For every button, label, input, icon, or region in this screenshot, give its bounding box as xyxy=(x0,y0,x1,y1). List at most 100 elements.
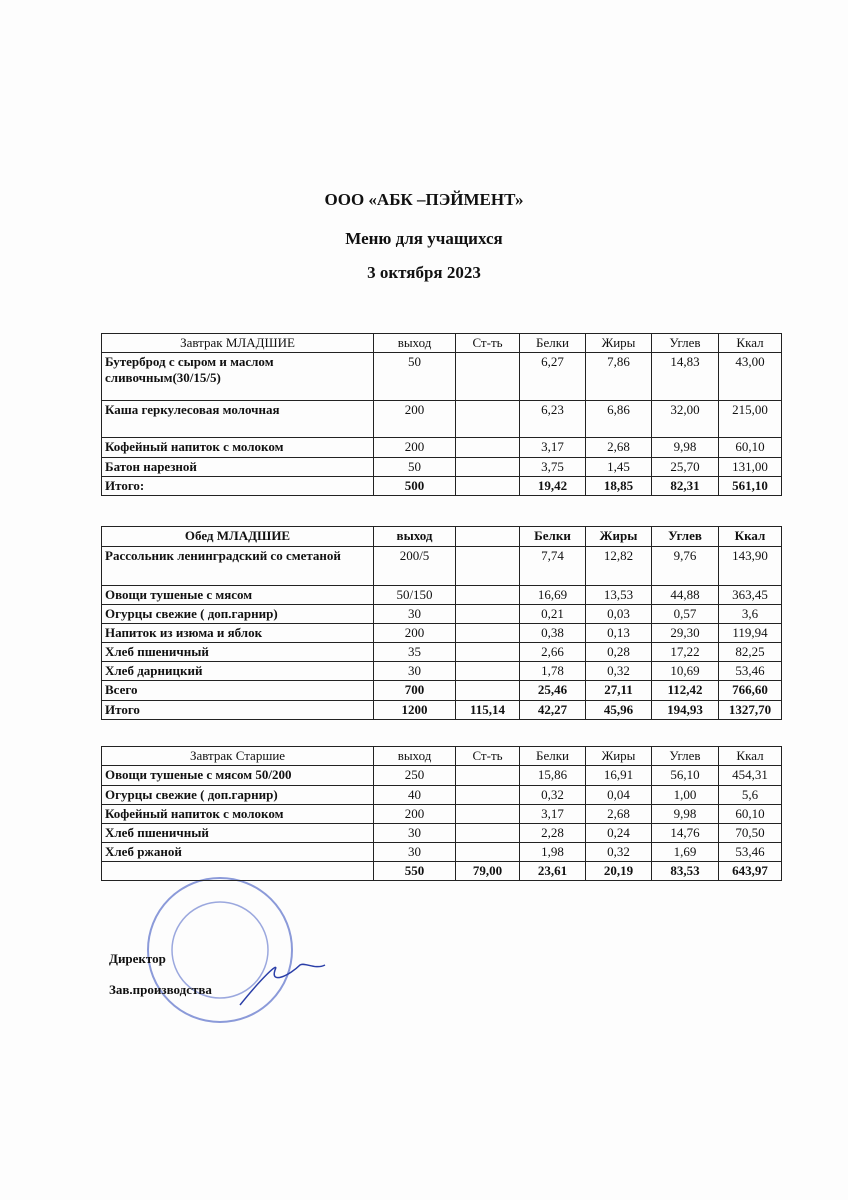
value-cell xyxy=(455,585,520,605)
value-cell: 250 xyxy=(373,765,456,786)
header-cell: Углев xyxy=(651,333,719,353)
header-cell: Обед МЛАДШИЕ xyxy=(101,526,374,547)
value-cell: 43,00 xyxy=(718,352,782,401)
value-cell: 7,74 xyxy=(519,546,586,586)
value-cell xyxy=(455,476,520,496)
value-cell: 50 xyxy=(373,457,456,477)
value-cell: 1,69 xyxy=(651,842,719,862)
value-cell: 82,31 xyxy=(651,476,719,496)
header-cell: выход xyxy=(373,746,456,766)
value-cell: 115,14 xyxy=(455,700,520,720)
value-cell: 0,32 xyxy=(585,661,652,681)
value-cell: 12,82 xyxy=(585,546,652,586)
value-cell: 119,94 xyxy=(718,623,782,643)
value-cell: 35 xyxy=(373,642,456,662)
header-cell: Ккал xyxy=(718,746,782,766)
value-cell: 200/5 xyxy=(373,546,456,586)
value-cell: 0,38 xyxy=(519,623,586,643)
value-cell: 32,00 xyxy=(651,400,719,438)
value-cell: 60,10 xyxy=(718,804,782,824)
table-row: 550 79,00 23,61 20,19 83,53 643,97 xyxy=(101,861,782,881)
value-cell: 56,10 xyxy=(651,765,719,786)
value-cell: 1200 xyxy=(373,700,456,720)
value-cell: 20,19 xyxy=(585,861,652,881)
value-cell: 454,31 xyxy=(718,765,782,786)
value-cell: 1,78 xyxy=(519,661,586,681)
value-cell: 25,70 xyxy=(651,457,719,477)
value-cell: 550 xyxy=(373,861,456,881)
value-cell: 14,83 xyxy=(651,352,719,401)
value-cell xyxy=(455,604,520,624)
value-cell: 60,10 xyxy=(718,437,782,458)
header-row: Завтрак Старшие выход Ст-ть Белки Жиры Углев К… xyxy=(101,746,782,766)
table-row: Итого 1200 115,14 42,27 45,96 194,93 1327,70 xyxy=(101,700,782,720)
value-cell: 0,28 xyxy=(585,642,652,662)
value-cell: 1,00 xyxy=(651,785,719,805)
header-cell: Ккал xyxy=(718,526,782,547)
value-cell: 0,32 xyxy=(519,785,586,805)
header-cell: Ккал xyxy=(718,333,782,353)
production: Зав.производства xyxy=(109,982,212,997)
value-cell: 5,6 xyxy=(718,785,782,805)
value-cell: 14,76 xyxy=(651,823,719,843)
value-cell xyxy=(455,842,520,862)
value-cell: 200 xyxy=(373,437,456,458)
value-cell: 0,13 xyxy=(585,623,652,643)
table-row: Хлеб пшеничный 30 2,28 0,24 14,76 70,50 xyxy=(101,823,782,843)
dish-name: Каша геркулесовая молочная xyxy=(101,400,374,438)
value-cell: 2,68 xyxy=(585,804,652,824)
value-cell: 18,85 xyxy=(585,476,652,496)
value-cell xyxy=(455,546,520,586)
value-cell: 0,32 xyxy=(585,842,652,862)
table-row: Хлеб дарницкий 30 1,78 0,32 10,69 53,46 xyxy=(101,661,782,681)
header-cell: Ст-ть xyxy=(455,746,520,766)
value-cell: 83,53 xyxy=(651,861,719,881)
header-cell: Углев xyxy=(651,746,719,766)
header-cell: Жиры xyxy=(585,333,652,353)
value-cell: 53,46 xyxy=(718,842,782,862)
value-cell: 643,97 xyxy=(718,861,782,881)
value-cell: 0,04 xyxy=(585,785,652,805)
value-cell: 45,96 xyxy=(585,700,652,720)
value-cell: 30 xyxy=(373,823,456,843)
value-cell: 15,86 xyxy=(519,765,586,786)
value-cell: 3,17 xyxy=(519,804,586,824)
value-cell: 30 xyxy=(373,842,456,862)
value-cell: 6,86 xyxy=(585,400,652,438)
value-cell: 0,24 xyxy=(585,823,652,843)
menu-table: Обед МЛАДШИЕ выход Белки Жиры Углев Ккал Рассо… xyxy=(101,526,782,720)
table-row: Напиток из изюма и яблок 200 0,38 0,13 29,30… xyxy=(101,623,782,643)
header-cell: Жиры xyxy=(585,526,652,547)
value-cell: 1,45 xyxy=(585,457,652,477)
value-cell: 0,21 xyxy=(519,604,586,624)
value-cell: 79,00 xyxy=(455,861,520,881)
value-cell: 50 xyxy=(373,352,456,401)
value-cell: 2,68 xyxy=(585,437,652,458)
value-cell: 363,45 xyxy=(718,585,782,605)
header-cell: Завтрак Старшие xyxy=(101,746,374,766)
value-cell xyxy=(455,785,520,805)
value-cell: 40 xyxy=(373,785,456,805)
value-cell: 3,75 xyxy=(519,457,586,477)
header-cell: Жиры xyxy=(585,746,652,766)
dish-name: Хлеб дарницкий xyxy=(101,661,374,681)
title: Меню для учащихся xyxy=(345,229,503,248)
value-cell: 9,98 xyxy=(651,437,719,458)
table-row: Огурцы свежие ( доп.гарнир) 40 0,32 0,04 1,0… xyxy=(101,785,782,805)
value-cell: 3,6 xyxy=(718,604,782,624)
value-cell xyxy=(455,823,520,843)
value-cell: 215,00 xyxy=(718,400,782,438)
value-cell: 27,11 xyxy=(585,680,652,701)
value-cell: 194,93 xyxy=(651,700,719,720)
table-row: Кофейный напиток с молоком 200 3,17 2,68 9,9… xyxy=(101,804,782,824)
stamp xyxy=(147,877,326,1023)
menu-table: Завтрак Старшие выход Ст-ть Белки Жиры Углев К… xyxy=(101,746,782,881)
value-cell xyxy=(455,457,520,477)
dish-name: Бутерброд с сыром и маслом сливочным(30/… xyxy=(101,352,374,401)
value-cell: 82,25 xyxy=(718,642,782,662)
table-row: Батон нарезной 50 3,75 1,45 25,70 131,00 xyxy=(101,457,782,477)
value-cell xyxy=(455,680,520,701)
dish-name: Батон нарезной xyxy=(101,457,374,477)
value-cell: 131,00 xyxy=(718,457,782,477)
